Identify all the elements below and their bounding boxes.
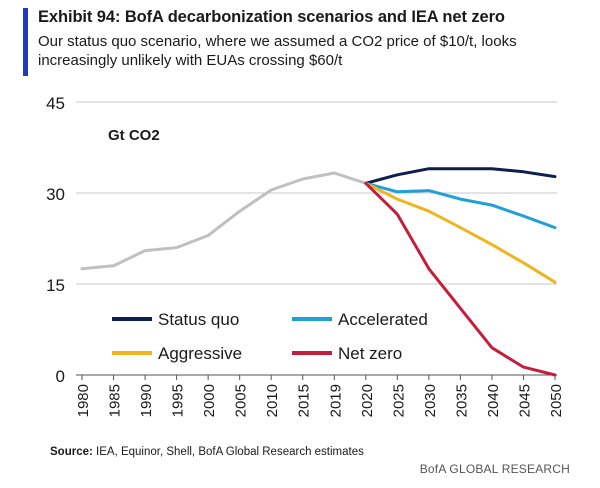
x-tick-label: 1980 bbox=[75, 384, 92, 417]
series-line-aggressive bbox=[364, 181, 557, 284]
line-chart: 0 15 30 45 Gt CO2 1980 1985 1990 1995 2000 2005 201… bbox=[46, 94, 565, 417]
legend-label-aggressive: Aggressive bbox=[158, 344, 242, 363]
chart-title: Exhibit 94: BofA decarbonization scenari… bbox=[38, 8, 505, 26]
series-line-accelerated bbox=[364, 181, 557, 230]
source-text: IEA, Equinor, Shell, BofA Global Researc… bbox=[96, 446, 364, 458]
y-tick-label: 45 bbox=[46, 94, 65, 113]
series-line-net-zero bbox=[364, 181, 557, 377]
x-tick-label: 2025 bbox=[390, 384, 407, 417]
x-tick-label: 1985 bbox=[107, 384, 124, 417]
x-tick-label: 2020 bbox=[359, 384, 376, 417]
y-tick-label: 30 bbox=[46, 185, 65, 204]
x-tick-label: 1990 bbox=[138, 384, 155, 417]
x-tick-label: 1995 bbox=[170, 384, 187, 417]
legend-label-status-quo: Status quo bbox=[158, 310, 239, 329]
x-tick-label: 2045 bbox=[516, 384, 533, 417]
y-tick-label: 0 bbox=[56, 367, 65, 386]
x-tick-label: 2000 bbox=[201, 384, 218, 417]
source-note: Source: IEA, Equinor, Shell, BofA Global… bbox=[50, 446, 364, 458]
brand-label: BofA GLOBAL RESEARCH bbox=[419, 462, 570, 476]
x-tick-label: 2019 bbox=[327, 384, 344, 417]
x-tick-label: 2015 bbox=[296, 384, 313, 417]
x-tick-label: 2005 bbox=[233, 384, 250, 417]
x-tick-label: 2035 bbox=[453, 384, 470, 417]
chart-subtitle: Our status quo scenario, where we assume… bbox=[38, 33, 517, 69]
y-axis-label: Gt CO2 bbox=[108, 127, 160, 144]
source-label: Source: bbox=[50, 446, 93, 458]
title-accent-bar bbox=[23, 8, 28, 76]
x-tick-label: 2040 bbox=[485, 384, 502, 417]
legend-label-net-zero: Net zero bbox=[338, 344, 402, 363]
x-tick-label: 2010 bbox=[264, 384, 281, 417]
legend-label-accelerated: Accelerated bbox=[338, 310, 428, 329]
historical-line bbox=[80, 171, 368, 271]
x-tick-label: 2050 bbox=[548, 384, 565, 417]
y-tick-label: 15 bbox=[46, 276, 65, 295]
x-tick-label: 2030 bbox=[422, 384, 439, 417]
series-line-status-quo bbox=[364, 167, 557, 185]
